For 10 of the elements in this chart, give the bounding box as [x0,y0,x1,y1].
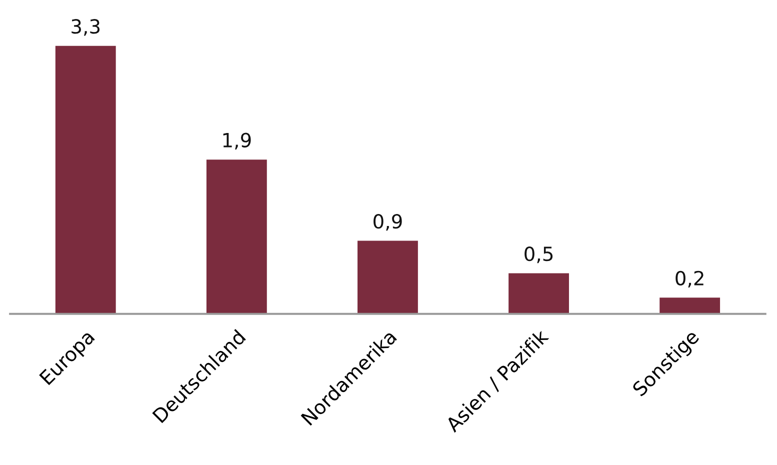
data-label: 0,5 [524,246,553,264]
data-label: 0,2 [676,270,704,288]
data-label: 0,9 [374,214,402,231]
bar [55,46,116,314]
bar [206,160,267,314]
data-label: 3,3 [72,19,100,36]
data-label: 1,9 [223,132,251,150]
bar [358,240,418,314]
bar [660,298,720,314]
bar [508,273,569,314]
